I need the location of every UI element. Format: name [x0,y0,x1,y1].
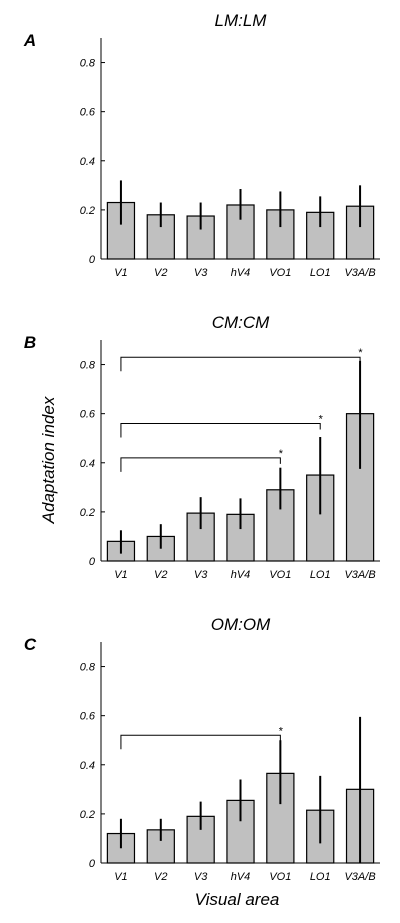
x-tick-label: V3 [194,267,208,279]
x-tick-label: V3A/B [344,267,375,279]
y-tick-label: 0.6 [80,107,96,119]
x-tick-label: VO1 [269,267,291,279]
y-tick-label: 0.8 [80,360,96,372]
x-tick-label: LO1 [310,569,331,581]
panel-c: OM:OM C 0 0.2 0.4 0.6 0.8 V1 V2 V3 hV4 VO1 LO1 V3A/B * [24,615,380,883]
y-tick-label: 0.4 [80,760,95,772]
significance-star: * [318,413,323,425]
x-axis-label: Visual area [195,890,280,909]
x-tick-label: hV4 [231,267,251,279]
significance-star: * [278,725,283,737]
x-tick-label: V2 [154,871,167,883]
x-tick-label: V1 [114,569,127,581]
panel-title: OM:OM [211,615,271,634]
x-tick-label: V2 [154,267,167,279]
y-axis-label: Adaptation index [39,396,58,524]
x-tick-label: V2 [154,569,167,581]
x-tick-label: V3 [194,871,208,883]
y-tick-label: 0.2 [80,507,95,519]
significance-bracket [120,734,281,750]
x-tick-label: LO1 [310,267,331,279]
panel-title: CM:CM [212,313,270,332]
y-tick-label: 0.4 [80,458,95,470]
panel-letter: A [23,31,36,50]
significance-star: * [358,347,363,359]
significance-bracket [120,457,281,472]
y-tick-label: 0.6 [80,711,96,723]
significance-star: * [278,448,283,460]
x-tick-label: hV4 [231,569,251,581]
y-tick-label: 0.2 [80,205,95,217]
significance-bracket [120,356,361,372]
x-tick-label: hV4 [231,871,251,883]
panel-title: LM:LM [215,11,268,30]
y-tick-label: 0.6 [80,409,96,421]
x-tick-label: VO1 [269,569,291,581]
x-tick-label: V3A/B [344,871,375,883]
panel-letter: B [24,333,36,352]
y-tick-label: 0.2 [80,809,95,821]
y-tick-label: 0 [89,556,96,568]
significance-bracket [120,422,321,438]
panel-a: LM:LM A 0 0.2 0.4 0.6 0.8 V1 V2 V3 hV4 VO1 LO1 V3A/B [23,11,380,279]
x-tick-label: VO1 [269,871,291,883]
x-tick-label: V1 [114,871,127,883]
x-tick-label: V3A/B [344,569,375,581]
y-tick-label: 0.8 [80,58,96,70]
x-tick-label: V3 [194,569,208,581]
y-tick-label: 0 [89,858,96,870]
y-tick-label: 0.8 [80,662,96,674]
y-tick-label: 0 [89,254,96,266]
panel-letter: C [24,635,37,654]
y-tick-label: 0.4 [80,156,95,168]
x-tick-label: LO1 [310,871,331,883]
x-tick-label: V1 [114,267,127,279]
panel-b: CM:CM B 0 0.2 0.4 0.6 0.8 V1 V2 V3 hV4 VO1 LO1 V3A/B *… [24,313,380,581]
